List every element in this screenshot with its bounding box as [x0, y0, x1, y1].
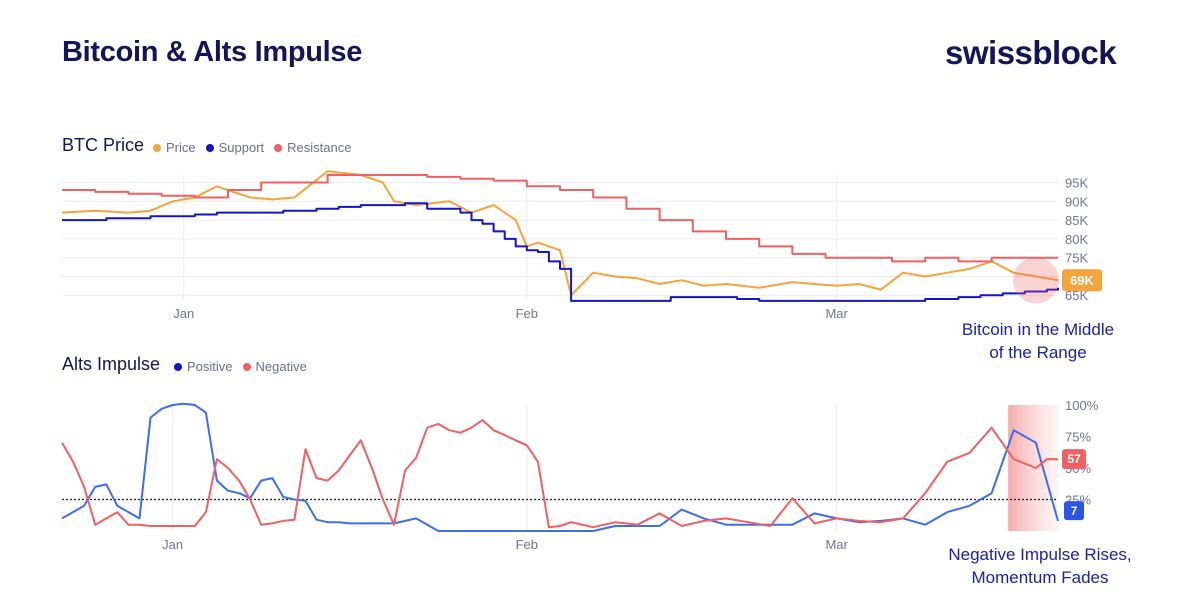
current-price-badge: [1062, 269, 1102, 292]
price-chart-title: BTC Price: [62, 135, 145, 155]
x-tick-label: Jan: [162, 537, 183, 552]
legend-swatch: [242, 362, 251, 371]
impulse-chart-title: Alts Impulse: [62, 354, 161, 374]
impulse-chart-legend: Positive Negative: [174, 359, 307, 374]
current-price-value: 69K: [1070, 273, 1094, 288]
legend-swatch: [274, 143, 283, 152]
y-tick-label: 95K: [1065, 176, 1088, 191]
price-chart-legend: Price Support Resistance: [153, 140, 351, 155]
y-tick-label: 80K: [1065, 232, 1088, 247]
y-tick-label: 100%: [1065, 398, 1099, 413]
price-chart: 95K90K85K80K75K70K65KJanFebMar69K: [61, 170, 1102, 321]
impulse-annotation: Negative Impulse Rises, Momentum Fades: [930, 543, 1150, 589]
legend-label: Resistance: [287, 140, 352, 155]
brand-logo: swissblock: [945, 34, 1117, 71]
series-line-resistance: [62, 174, 1058, 263]
y-tick-label: 90K: [1065, 194, 1088, 209]
legend-item-support: Support: [205, 140, 265, 155]
legend-label: Positive: [187, 359, 233, 374]
x-tick-label: Feb: [516, 306, 538, 321]
legend-swatch: [153, 143, 161, 152]
series-line-negative: [61, 419, 1058, 529]
y-tick-label: 75%: [1065, 430, 1091, 445]
y-tick-label: 65K: [1065, 288, 1088, 303]
page-title: Bitcoin & Alts Impulse: [62, 36, 363, 68]
x-tick-label: Feb: [516, 537, 538, 552]
positive-value-label: 7: [1071, 504, 1078, 518]
current-price-highlight: [1013, 257, 1059, 304]
annotation-line: of the Range: [989, 343, 1087, 362]
price-annotation: Bitcoin in the Middle of the Range: [938, 318, 1138, 364]
series-line-support: [62, 202, 1059, 302]
annotation-line: Momentum Fades: [971, 568, 1109, 587]
legend-label: Support: [218, 140, 265, 155]
legend-label: Price: [166, 140, 196, 155]
annotation-line: Bitcoin in the Middle: [961, 320, 1115, 339]
x-tick-label: Jan: [173, 306, 194, 321]
negative-value-badge: [1062, 449, 1086, 470]
series-line-price: [61, 170, 1059, 297]
x-tick-label: Mar: [825, 306, 848, 321]
legend-swatch: [205, 143, 214, 152]
legend-item-positive: Positive: [174, 359, 233, 374]
x-tick-label: Mar: [825, 537, 848, 552]
legend-item-price: Price: [153, 140, 196, 155]
highlight-region: [1008, 405, 1058, 531]
legend-swatch: [174, 362, 182, 371]
y-tick-label: 75K: [1065, 251, 1088, 266]
legend-label: Negative: [255, 359, 307, 374]
y-tick-label: 85K: [1065, 213, 1088, 228]
annotation-line: Negative Impulse Rises,: [948, 545, 1132, 564]
negative-value-label: 57: [1067, 452, 1081, 466]
positive-value-badge: [1064, 501, 1084, 521]
legend-item-resistance: Resistance: [274, 140, 351, 155]
legend-item-negative: Negative: [242, 359, 307, 374]
